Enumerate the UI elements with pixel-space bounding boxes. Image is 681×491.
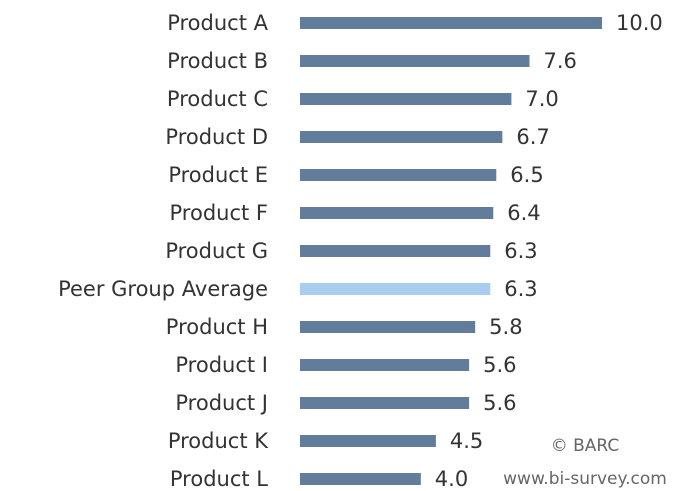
value-label: 7.6 — [544, 49, 577, 73]
category-label: Product A — [167, 11, 268, 35]
category-label: Product J — [175, 391, 268, 415]
category-label: Product K — [168, 429, 269, 453]
copyright: © BARC — [551, 436, 620, 456]
value-label: 6.4 — [507, 201, 540, 225]
category-label: Product F — [170, 201, 269, 225]
value-label: 6.3 — [504, 239, 537, 263]
bar — [300, 397, 470, 409]
category-label: Peer Group Average — [58, 277, 268, 301]
bar — [300, 473, 421, 485]
bar — [300, 321, 476, 333]
value-label: 6.3 — [504, 277, 537, 301]
value-label: 4.5 — [450, 429, 483, 453]
bar — [300, 55, 530, 67]
bar — [300, 17, 602, 29]
value-label: 5.8 — [489, 315, 522, 339]
value-label: 6.7 — [516, 125, 549, 149]
bar — [300, 131, 503, 143]
value-label: 4.0 — [435, 467, 468, 491]
category-label: Product G — [165, 239, 268, 263]
category-label: Product B — [167, 49, 268, 73]
bar — [300, 283, 491, 295]
value-label: 10.0 — [616, 11, 663, 35]
category-label: Product H — [166, 315, 268, 339]
value-label: 5.6 — [483, 391, 516, 415]
value-label: 5.6 — [483, 353, 516, 377]
bar — [300, 207, 494, 219]
bar — [300, 93, 512, 105]
bar — [300, 169, 497, 181]
value-label: 7.0 — [525, 87, 558, 111]
source-url: www.bi-survey.com — [503, 469, 667, 489]
bar — [300, 359, 470, 371]
category-label: Product C — [167, 87, 268, 111]
category-label: Product D — [165, 125, 268, 149]
bar — [300, 435, 436, 447]
category-label: Product E — [168, 163, 268, 187]
category-label: Product I — [175, 353, 268, 377]
bar — [300, 245, 491, 257]
category-label: Product L — [170, 467, 268, 491]
value-label: 6.5 — [510, 163, 543, 187]
